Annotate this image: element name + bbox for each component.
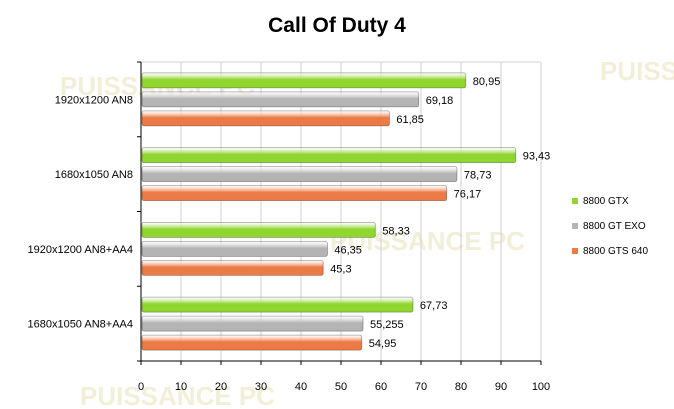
bar [141, 296, 414, 313]
bar [141, 147, 517, 164]
legend: 8800 GTX 8800 GT EXO 8800 GTS 640 [572, 193, 672, 268]
legend-swatch-icon [572, 248, 578, 254]
category-label: 1680x1050 AN8 [55, 169, 133, 181]
data-label: 93,43 [523, 151, 551, 163]
bar [141, 259, 324, 276]
bars [141, 72, 517, 351]
watermark-text: PUISSANCE PC [600, 56, 674, 86]
legend-label: 8800 GTX [583, 195, 629, 207]
legend-label: 8800 GT EXO [583, 220, 646, 232]
data-label: 54,95 [369, 338, 397, 350]
x-tick-label: 90 [495, 381, 507, 393]
x-tick-label: 80 [455, 381, 467, 393]
data-label: 45,3 [330, 263, 351, 275]
data-label: 80,95 [473, 76, 501, 88]
category-label: 1920x1200 AN8+AA4 [27, 244, 133, 256]
category-label: 1920x1200 AN8 [55, 94, 133, 106]
legend-swatch-icon [572, 198, 578, 204]
chart-title: Call Of Duty 4 [268, 14, 406, 37]
data-label: 55,255 [370, 319, 404, 331]
x-tick-label: 70 [415, 381, 427, 393]
x-tick-label: 100 [532, 381, 550, 393]
legend-swatch-icon [572, 223, 578, 229]
data-label: 46,35 [334, 244, 362, 256]
bar [141, 72, 467, 89]
legend-label: 8800 GTS 640 [583, 245, 649, 257]
bar [141, 221, 376, 238]
category-label: 1680x1050 AN8+AA4 [27, 319, 133, 331]
legend-item: 8800 GT EXO [572, 218, 672, 234]
x-tick-label: 50 [335, 381, 347, 393]
data-label: 61,85 [396, 114, 424, 126]
grid: 0 10 20 30 40 50 60 70 80 90 100 [137, 61, 550, 393]
legend-item: 8800 GTS 640 [572, 243, 672, 259]
watermark-text: PUISSANCE PC [80, 381, 275, 409]
x-tick-label: 0 [138, 381, 144, 393]
bar [141, 91, 420, 108]
bar [141, 334, 363, 351]
data-label: 76,17 [454, 189, 482, 201]
data-label: 67,73 [420, 300, 448, 312]
x-tick-label: 10 [175, 381, 187, 393]
legend-item: 8800 GTX [572, 193, 672, 209]
x-tick-label: 60 [375, 381, 387, 393]
bar [141, 185, 448, 202]
bar [141, 240, 328, 257]
data-label: 78,73 [464, 170, 492, 182]
bar [141, 110, 390, 127]
data-label: 58,33 [382, 225, 410, 237]
x-tick-label: 20 [215, 381, 227, 393]
bar [141, 315, 364, 332]
data-label: 69,18 [426, 95, 454, 107]
x-tick-label: 30 [255, 381, 267, 393]
x-tick-label: 40 [295, 381, 307, 393]
bar [141, 166, 458, 183]
